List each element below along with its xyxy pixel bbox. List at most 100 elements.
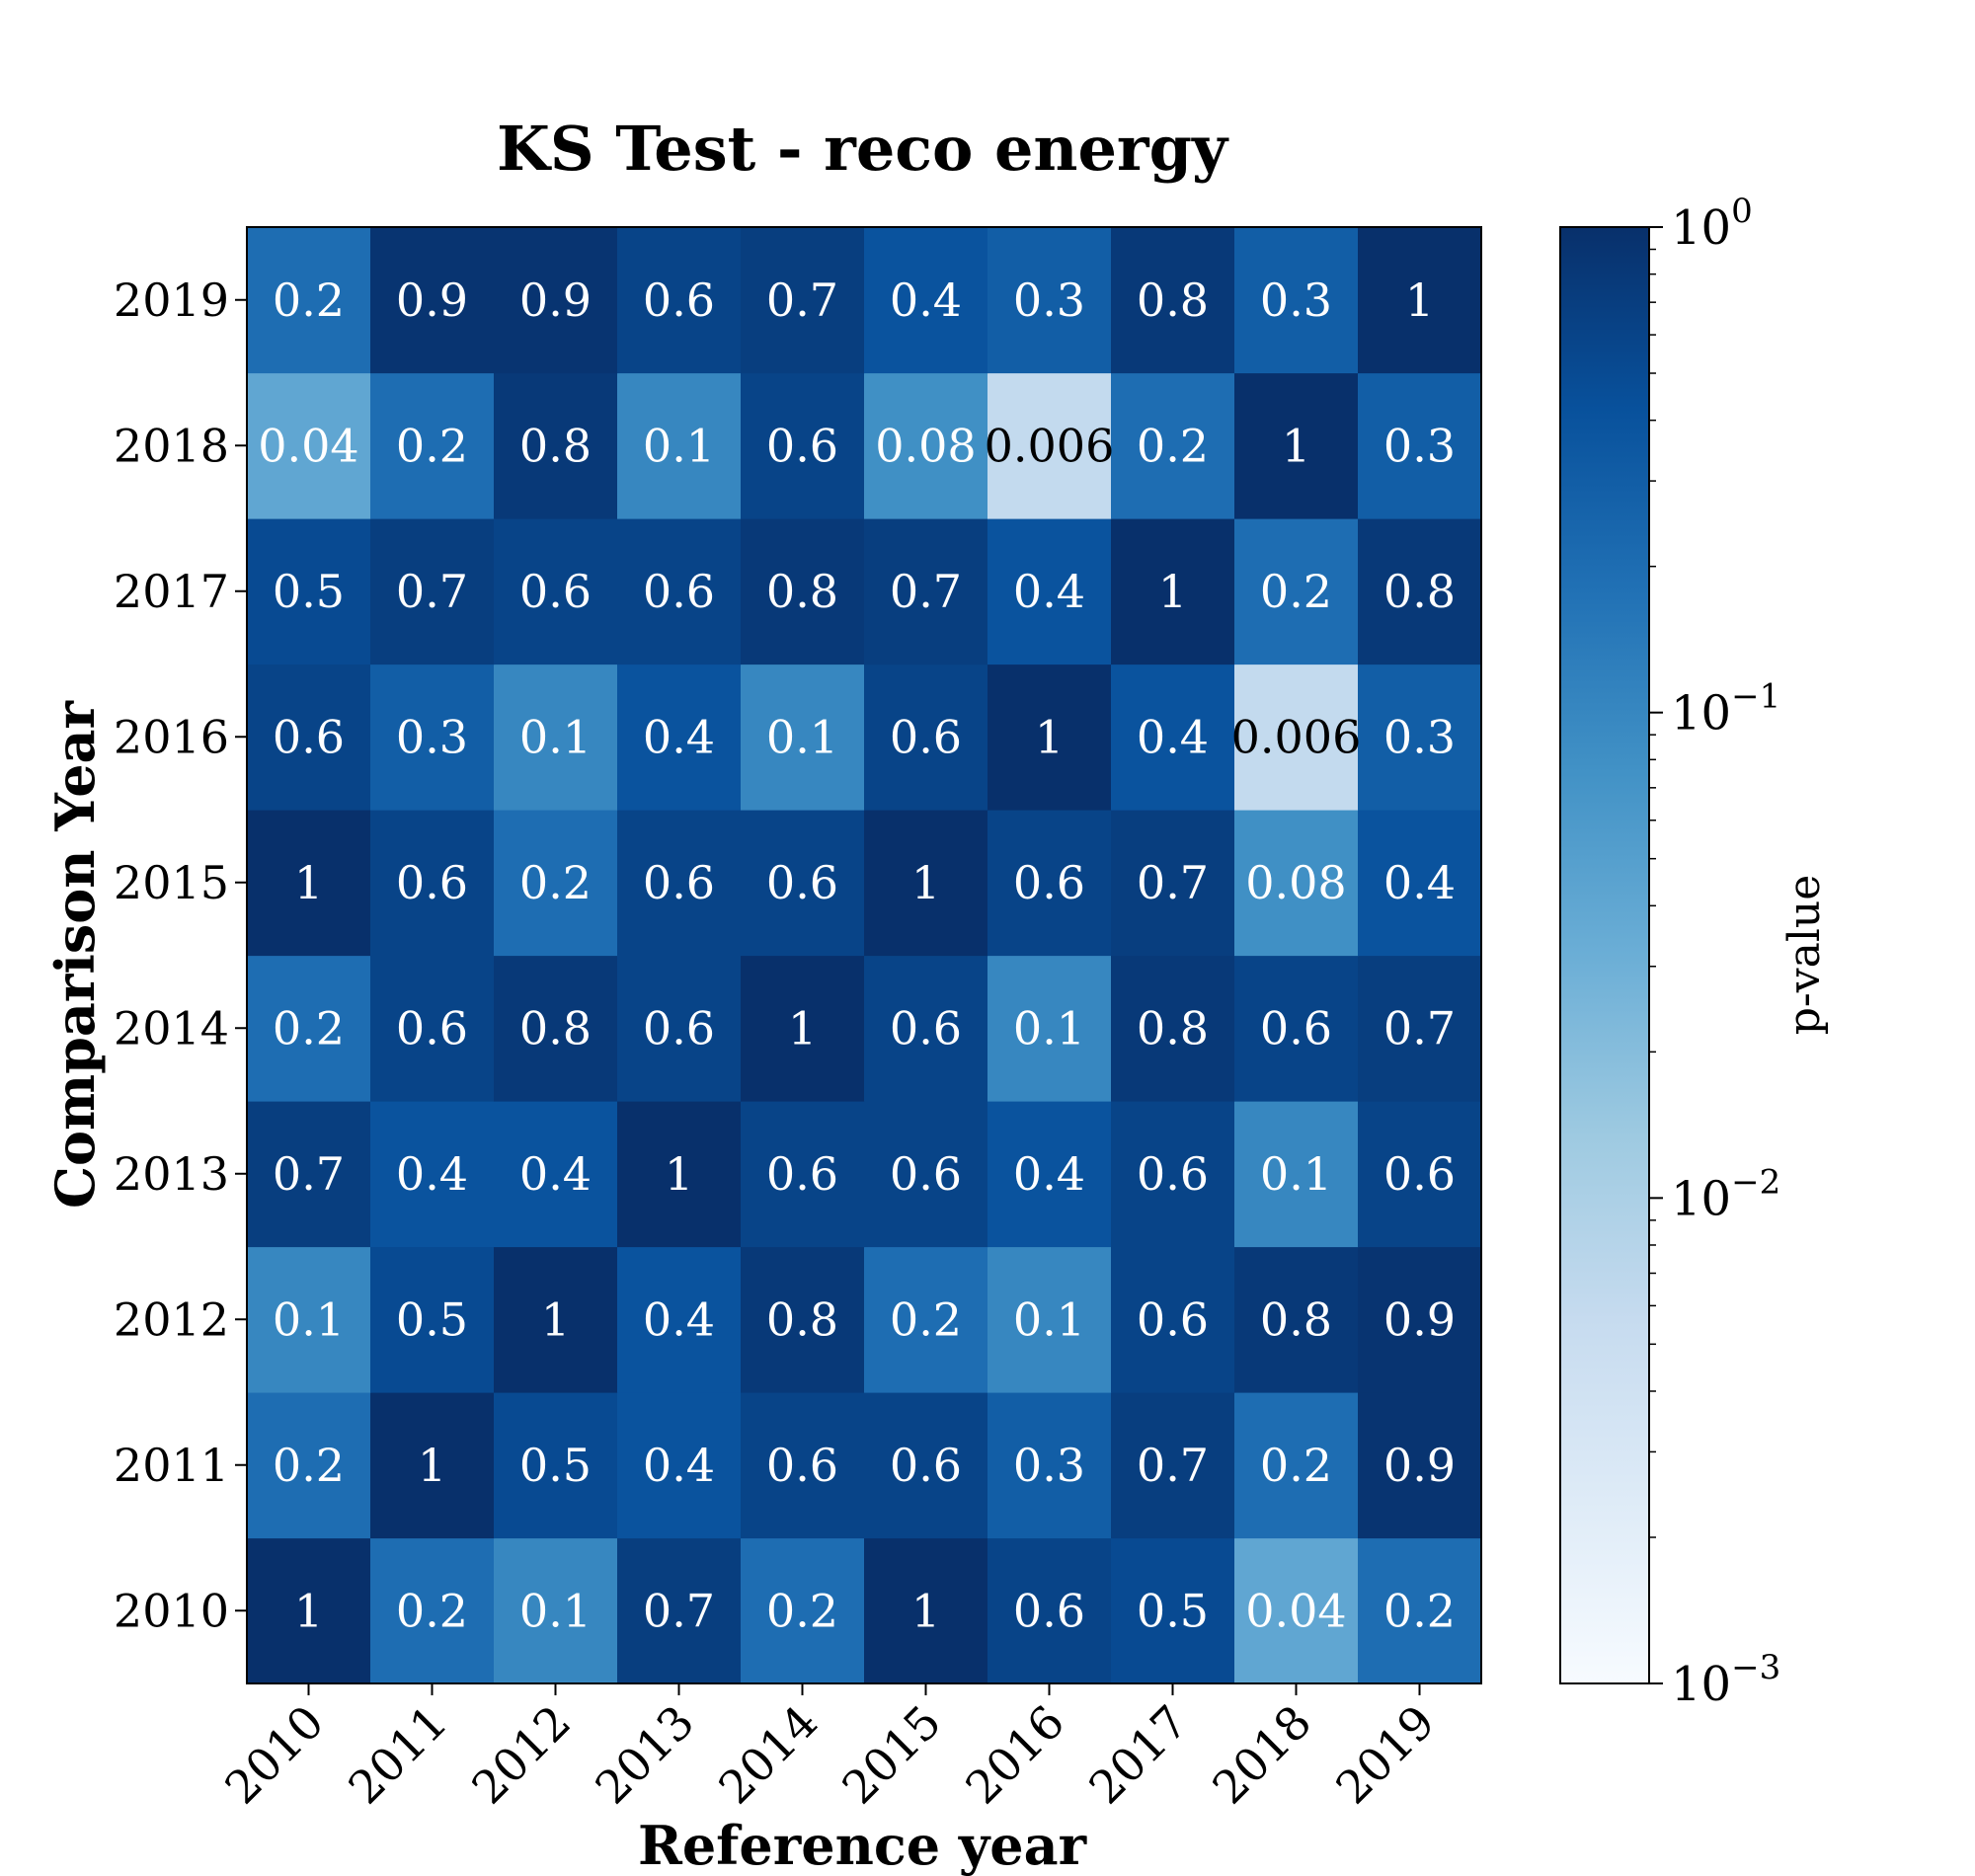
cell-value-label: 0.6: [273, 710, 345, 763]
cell-value-label: 0.6: [766, 856, 838, 909]
heatmap-cell: [1358, 227, 1482, 374]
heatmap-cell: [1234, 955, 1359, 1102]
cell-value-label: 0.7: [1137, 856, 1209, 909]
cell-value-label: 1: [1158, 565, 1187, 618]
cell-value-label: 0.2: [273, 1439, 345, 1492]
cell-value-label: 0.4: [643, 1292, 715, 1346]
heatmap-cell: [1234, 372, 1359, 519]
cell-value-label: 0.2: [396, 419, 468, 472]
cell-value-label: 0.6: [396, 1001, 468, 1055]
heatmap-cell: [494, 955, 618, 1102]
cell-value-label: 0.9: [1383, 1439, 1456, 1492]
cell-value-label: 0.8: [1137, 1001, 1209, 1055]
heatmap-cell: [617, 955, 742, 1102]
cell-value-label: 0.8: [1260, 1292, 1332, 1346]
y-tick-label: 2013: [114, 1147, 229, 1201]
heatmap-cell: [741, 1392, 865, 1539]
heatmap-cell: [370, 372, 495, 519]
heatmap-cell: [1358, 372, 1482, 519]
heatmap-cell: [1111, 1392, 1235, 1539]
heatmap-cell: [1111, 810, 1235, 957]
cell-value-label: 0.7: [643, 1584, 715, 1637]
x-tick-label: 2013: [585, 1695, 704, 1815]
cell-value-label: 0.4: [1013, 1147, 1085, 1201]
heatmap-cell: [247, 1246, 371, 1393]
cell-value-label: 1: [665, 1147, 693, 1201]
cell-value-label: 0.6: [890, 1439, 962, 1492]
cell-value-label: 1: [418, 1439, 446, 1492]
heatmap-cell: [988, 227, 1112, 374]
x-tick-label: 2014: [708, 1695, 828, 1815]
cell-value-label: 0.2: [890, 1292, 962, 1346]
cell-value-label: 0.7: [273, 1147, 345, 1201]
heatmap-cell: [864, 664, 988, 811]
heatmap-cell: [988, 1246, 1112, 1393]
cell-value-label: 0.08: [875, 419, 976, 472]
heatmap-cell: [1358, 810, 1482, 957]
cell-value-label: 0.8: [519, 419, 592, 472]
x-axis-label: Reference year: [638, 1814, 1087, 1876]
heatmap-cell: [864, 1246, 988, 1393]
heatmap-cell: [494, 372, 618, 519]
y-axis-ticks: 2010 2011 2012 2013 2014 2015 2016 2017 2018 2019: [114, 274, 247, 1637]
cell-value-label: 0.6: [519, 565, 592, 618]
cell-value-label: 0.1: [1260, 1147, 1332, 1201]
heatmap-cell: [1111, 372, 1235, 519]
colorbar-ticks: 100 10−1 10−2 10−3: [1649, 192, 1780, 1712]
cell-value-label: 0.9: [519, 274, 592, 327]
heatmap-cell: [370, 1537, 495, 1684]
cell-value-label: 0.08: [1245, 856, 1346, 909]
cell-value-label: 0.6: [396, 856, 468, 909]
heatmap-cell: [988, 1537, 1112, 1684]
y-tick-label: 2015: [114, 856, 229, 909]
heatmap-cell: [247, 1537, 371, 1684]
cell-value-label: 0.2: [273, 274, 345, 327]
cell-value-label: 0.6: [766, 419, 838, 472]
heatmap-cell: [370, 1392, 495, 1539]
y-tick-label: 2018: [114, 419, 229, 472]
colorbar-tick-label: 100: [1671, 192, 1753, 256]
heatmap-cell: [864, 518, 988, 665]
cell-value-label: 0.2: [1383, 1584, 1456, 1637]
heatmap-cell: [494, 1392, 618, 1539]
cell-value-label: 1: [541, 1292, 570, 1346]
cell-value-label: 0.4: [1137, 710, 1209, 763]
y-tick-label: 2016: [114, 710, 229, 763]
cell-value-label: 0.4: [643, 1439, 715, 1492]
heatmap-cell: [988, 1101, 1112, 1248]
heatmap-cell: [741, 664, 865, 811]
cell-value-label: 0.3: [396, 710, 468, 763]
heatmap-cell: [370, 955, 495, 1102]
heatmap-cell: [247, 664, 371, 811]
y-axis-label: Comparison Year: [43, 700, 107, 1209]
cell-value-label: 1: [911, 856, 940, 909]
heatmap-cell: [1111, 1537, 1235, 1684]
cell-value-label: 0.4: [890, 274, 962, 327]
cell-value-label: 0.3: [1013, 1439, 1085, 1492]
cell-value-label: 0.8: [1383, 565, 1456, 618]
x-tick-label: 2011: [338, 1695, 457, 1815]
cell-value-label: 0.5: [273, 565, 345, 618]
heatmap-cell: [1358, 664, 1482, 811]
y-tick-label: 2017: [114, 565, 229, 618]
heatmap-cell: [741, 955, 865, 1102]
heatmap-cell: [494, 1537, 618, 1684]
x-tick-label: 2012: [461, 1695, 581, 1815]
heatmap-cell: [247, 227, 371, 374]
chart-title: KS Test - reco energy: [497, 113, 1229, 185]
cell-value-label: 0.2: [766, 1584, 838, 1637]
heatmap-cell: [1234, 1392, 1359, 1539]
heatmap-cell: [370, 1101, 495, 1248]
cell-value-label: 0.3: [1260, 274, 1332, 327]
colorbar-tick-label: 10−3: [1671, 1648, 1780, 1712]
cell-value-label: 0.6: [890, 1147, 962, 1201]
cell-value-label: 0.6: [766, 1147, 838, 1201]
cell-value-label: 0.8: [1137, 274, 1209, 327]
heatmap-cell: [247, 372, 371, 519]
heatmap-cell: [1358, 1101, 1482, 1248]
heatmap-cell: [1234, 664, 1359, 811]
x-tick-label: 2018: [1202, 1695, 1321, 1815]
cell-value-label: 0.9: [396, 274, 468, 327]
colorbar-tick-label: 10−2: [1671, 1162, 1780, 1226]
